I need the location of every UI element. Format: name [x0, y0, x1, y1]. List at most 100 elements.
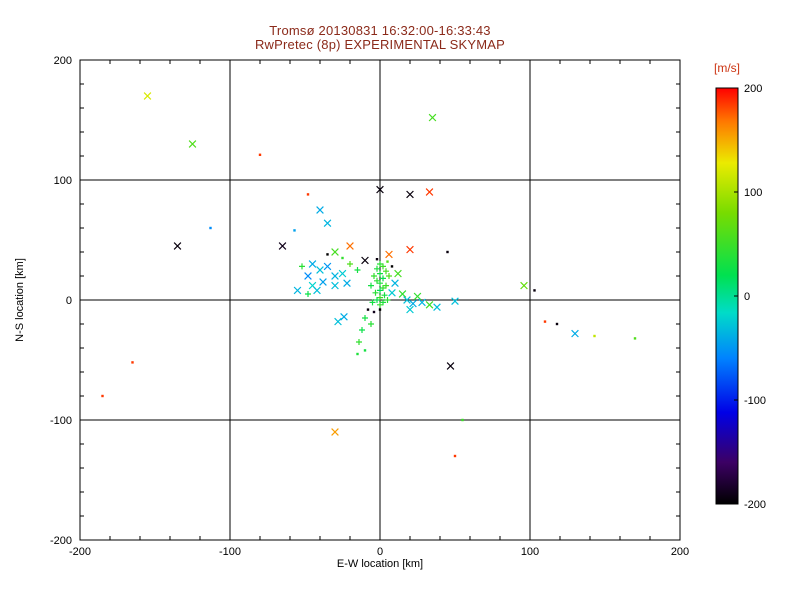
- data-point: [305, 291, 311, 297]
- data-points-layer: [101, 92, 637, 458]
- data-point: [406, 245, 414, 254]
- colorbar-tick-label: 200: [744, 83, 762, 95]
- data-point: [398, 290, 407, 298]
- data-point: [451, 297, 459, 306]
- data-point: [347, 261, 353, 267]
- data-point: [428, 113, 437, 122]
- data-point: [386, 260, 389, 263]
- data-point: [383, 268, 389, 275]
- data-point: [368, 321, 374, 327]
- data-point: [390, 265, 394, 268]
- data-point: [520, 281, 528, 290]
- data-point: [377, 301, 383, 308]
- data-point: [356, 352, 359, 356]
- y-axis-label: N-S location [km]: [14, 258, 26, 342]
- colorbar: [715, 87, 739, 505]
- data-point: [326, 253, 329, 256]
- data-point: [366, 308, 370, 311]
- colorbar-tick-label: 0: [744, 291, 750, 303]
- data-point: [381, 292, 388, 299]
- y-tick-label: -100: [50, 415, 72, 427]
- data-point: [306, 193, 310, 196]
- y-tick-label: 100: [54, 175, 72, 187]
- data-point: [461, 418, 464, 422]
- data-point: [293, 286, 302, 295]
- data-point: [391, 279, 399, 288]
- data-point: [323, 262, 332, 271]
- data-point: [356, 339, 362, 345]
- data-point: [316, 206, 324, 214]
- data-point: [338, 269, 347, 278]
- chart-title: Tromsø 20130831 16:32:00-16:33:43: [269, 23, 491, 38]
- data-point: [323, 219, 332, 228]
- data-point: [433, 303, 441, 312]
- data-point: [453, 454, 457, 458]
- x-tick-label: 0: [377, 546, 383, 558]
- data-point: [304, 272, 312, 280]
- data-point: [388, 288, 396, 297]
- data-point: [343, 279, 351, 288]
- grid-layer: [80, 60, 680, 540]
- data-point: [403, 296, 411, 304]
- data-point: [406, 305, 414, 314]
- y-tick-label: -200: [50, 535, 72, 547]
- x-tick-label: 200: [671, 546, 689, 558]
- data-point: [375, 258, 379, 261]
- data-point: [384, 297, 391, 303]
- data-point: [394, 269, 402, 278]
- data-point: [362, 315, 368, 321]
- data-point: [369, 299, 376, 306]
- colorbar-gradient: [716, 88, 738, 504]
- plot-frame: [79, 59, 681, 541]
- x-axis-label: E-W location [km]: [336, 558, 424, 570]
- y-tick-label: 200: [54, 55, 72, 67]
- data-point: [377, 287, 383, 294]
- data-point: [446, 250, 449, 254]
- data-point: [409, 299, 417, 308]
- data-point: [331, 248, 339, 256]
- data-point: [331, 428, 339, 436]
- data-point: [143, 92, 152, 100]
- data-point: [571, 329, 579, 338]
- data-point: [418, 298, 426, 307]
- data-point: [533, 289, 536, 292]
- data-point: [346, 242, 354, 250]
- data-point: [385, 250, 393, 259]
- data-point: [308, 260, 317, 268]
- data-point: [359, 327, 365, 333]
- colorbar-tick-label: -200: [744, 499, 766, 511]
- x-tick-label: 100: [521, 546, 539, 558]
- data-point: [377, 270, 383, 277]
- data-point: [374, 265, 380, 272]
- data-point: [278, 242, 287, 250]
- data-point: [363, 349, 367, 352]
- data-point: [380, 263, 386, 270]
- data-point: [316, 266, 324, 274]
- data-point: [555, 322, 559, 326]
- data-point: [340, 312, 348, 321]
- data-point: [293, 229, 296, 232]
- data-point: [371, 273, 377, 279]
- data-point: [378, 308, 382, 311]
- data-point: [425, 300, 434, 309]
- data-point: [258, 153, 262, 156]
- data-point: [173, 242, 182, 250]
- data-point: [593, 334, 596, 338]
- data-point: [372, 310, 376, 314]
- data-point: [425, 188, 434, 196]
- chart-subtitle: RwPretec (8p) EXPERIMENTAL SKYMAP: [254, 37, 506, 52]
- data-point: [372, 289, 379, 296]
- x-tick-label: -200: [69, 546, 91, 558]
- colorbar-tick-label: -100: [744, 395, 766, 407]
- data-point: [319, 278, 327, 286]
- data-point: [376, 185, 384, 194]
- data-point: [131, 361, 134, 364]
- data-point: [446, 362, 455, 370]
- x-tick-label: -100: [219, 546, 241, 558]
- data-point: [334, 317, 342, 326]
- data-point: [374, 297, 380, 303]
- data-point: [299, 263, 305, 270]
- data-point: [101, 394, 104, 398]
